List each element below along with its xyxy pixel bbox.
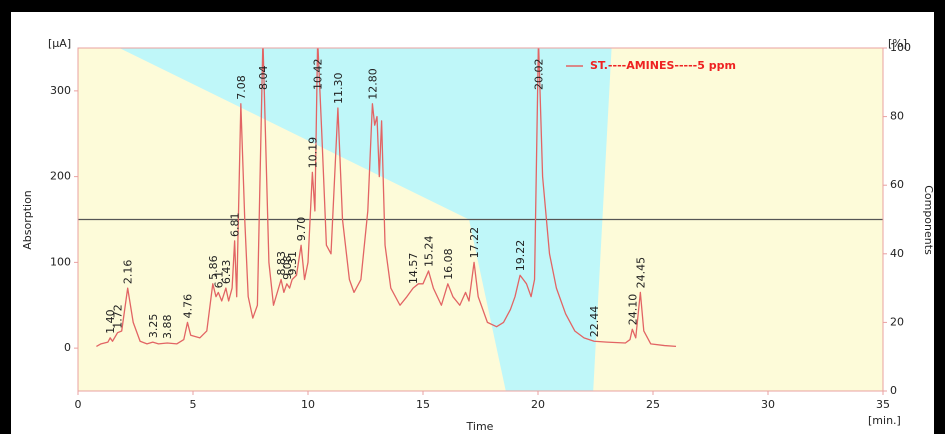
x-tick-label: 30 <box>761 398 775 411</box>
x-axis-label: Time <box>466 420 494 433</box>
chromatogram-line <box>96 48 677 348</box>
peak-label: 6.43 <box>220 260 233 285</box>
peak-label: 10.42 <box>312 59 325 91</box>
x-tick-label: 25 <box>646 398 660 411</box>
peak-label: 6.81 <box>229 212 242 237</box>
peak-label: 15.24 <box>423 235 436 267</box>
peak-label: 19.22 <box>514 240 527 272</box>
peak-label: 1.40 <box>104 309 117 334</box>
y2-tick-label: 80 <box>890 110 904 123</box>
y2-tick-label: 60 <box>890 178 904 191</box>
frame-left <box>0 0 11 434</box>
peak-label: 1.72 <box>112 304 125 329</box>
peak-label: 9.70 <box>295 217 308 242</box>
legend-label: ST.----AMINES-----5 ppm <box>590 59 736 72</box>
peak-label: 6.1 <box>212 271 225 289</box>
peak-label: 9.08 <box>281 255 294 280</box>
frame-right <box>934 0 945 434</box>
peak-label: 14.57 <box>407 253 420 285</box>
peak-label: 9.31 <box>286 251 299 276</box>
plot-border <box>77 47 884 392</box>
x-unit: [min.] <box>868 414 901 427</box>
x-tick-label: 15 <box>416 398 430 411</box>
peak-label: 20.02 <box>532 59 545 91</box>
peak-label: 24.10 <box>626 294 639 326</box>
x-tick-label: 35 <box>876 398 890 411</box>
peak-label: 4.76 <box>181 294 194 319</box>
x-tick-label: 0 <box>75 398 82 411</box>
y2-tick-label: 40 <box>890 247 904 260</box>
y-tick-label: 0 <box>64 341 71 354</box>
peak-label: 3.88 <box>161 314 174 339</box>
peak-label: 11.30 <box>332 73 345 105</box>
frame-top <box>0 0 945 12</box>
y-axis-label: Absorption <box>21 190 34 250</box>
peak-label: 2.16 <box>122 260 135 285</box>
y2-tick-label: 100 <box>890 41 911 54</box>
peak-label: 8.83 <box>275 251 288 276</box>
gradient-area <box>78 48 883 391</box>
peak-label: 7.08 <box>235 75 248 100</box>
peak-label: 12.80 <box>366 68 379 100</box>
y-tick-label: 300 <box>50 84 71 97</box>
y-tick-label: 100 <box>50 255 71 268</box>
y-unit: [µA] <box>48 37 71 50</box>
plot-area <box>78 48 883 391</box>
peak-label: 24.45 <box>634 257 647 289</box>
peak-label: 16.08 <box>442 248 455 280</box>
y2-tick-label: 0 <box>890 384 897 397</box>
peak-label: 5.86 <box>207 255 220 280</box>
peak-label: 22.44 <box>588 306 601 338</box>
y-tick-label: 200 <box>50 170 71 183</box>
peak-label: 3.25 <box>147 314 160 339</box>
peak-label: 10.19 <box>306 137 319 169</box>
peak-label: 8.04 <box>257 66 270 91</box>
x-tick-label: 5 <box>190 398 197 411</box>
x-tick-label: 10 <box>301 398 315 411</box>
peak-label: 17.22 <box>468 227 481 259</box>
y2-axis-label: Components <box>922 185 935 255</box>
y2-tick-label: 20 <box>890 315 904 328</box>
y2-unit: [%] <box>888 37 907 50</box>
x-tick-label: 20 <box>531 398 545 411</box>
